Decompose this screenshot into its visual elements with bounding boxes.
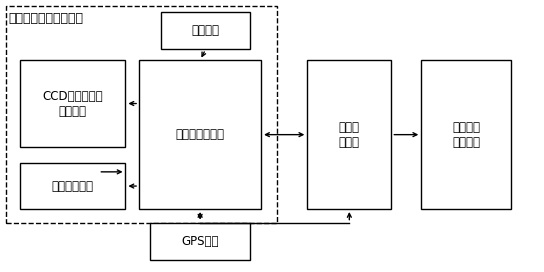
Bar [20, 163, 126, 209]
Bar [421, 60, 511, 209]
Bar [161, 11, 250, 50]
Bar [139, 60, 261, 209]
Text: CCD摄像头图像
采集模块: CCD摄像头图像 采集模块 [42, 89, 103, 118]
Text: 数据存储模块: 数据存储模块 [52, 180, 94, 193]
Bar [20, 60, 126, 147]
Text: 嵌入式微处理器: 嵌入式微处理器 [176, 128, 225, 141]
Bar [307, 60, 391, 209]
Text: 无线通
信网络: 无线通 信网络 [339, 121, 360, 149]
Text: 报警模块: 报警模块 [191, 24, 220, 37]
Text: 车辆控制
管理中心: 车辆控制 管理中心 [452, 121, 480, 149]
Text: 车辆终端信息处理模块: 车辆终端信息处理模块 [9, 11, 84, 24]
Bar [6, 6, 277, 222]
Text: GPS模块: GPS模块 [181, 235, 219, 248]
Bar [150, 222, 250, 261]
